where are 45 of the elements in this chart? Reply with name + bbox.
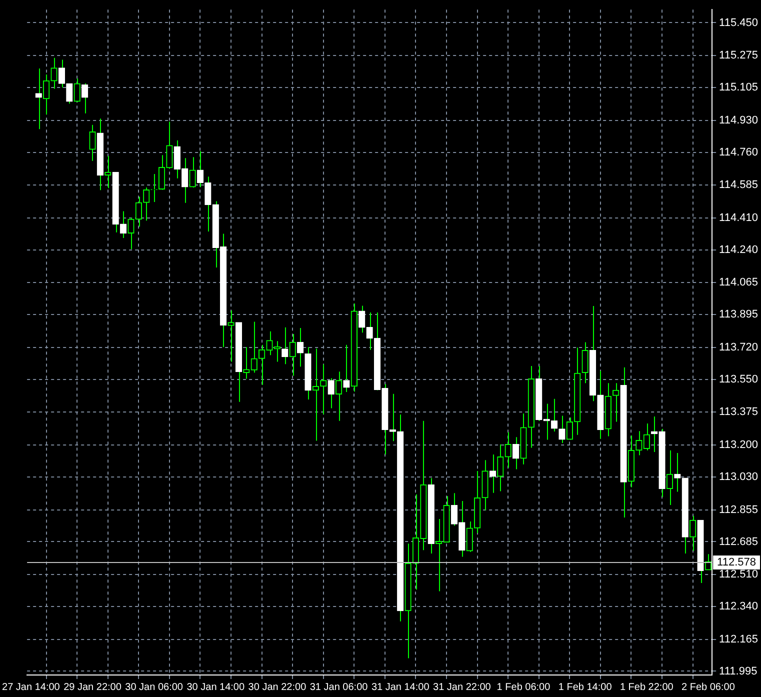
candlestick bbox=[74, 78, 80, 102]
candlestick bbox=[582, 342, 588, 384]
y-tick-label: 113.375 bbox=[719, 406, 758, 418]
y-tick-label: 114.930 bbox=[719, 114, 758, 126]
x-tick-label: 1 Feb 14:00 bbox=[558, 682, 612, 693]
candlestick bbox=[89, 124, 96, 162]
y-tick-label: 113.550 bbox=[719, 373, 758, 386]
y-tick-label: 112.855 bbox=[719, 504, 758, 516]
y-tick-label: 112.340 bbox=[719, 600, 758, 613]
candlestick bbox=[189, 156, 196, 188]
x-tick-label: 30 Jan 06:00 bbox=[125, 682, 184, 693]
y-tick-label: 115.105 bbox=[719, 82, 758, 94]
x-tick-label: 31 Jan 14:00 bbox=[371, 682, 430, 693]
x-tick-label: 1 Feb 06:00 bbox=[496, 682, 551, 693]
candlestick bbox=[335, 371, 342, 422]
y-tick-label: 114.585 bbox=[719, 179, 758, 192]
candlestick bbox=[666, 450, 674, 506]
y-tick-label: 113.895 bbox=[719, 308, 758, 321]
y-tick-label: 115.450 bbox=[719, 16, 758, 29]
x-tick-label: 29 Jan 22:00 bbox=[64, 682, 122, 693]
ref-line-label: 112.578 bbox=[717, 556, 756, 569]
y-tick-label: 112.685 bbox=[719, 536, 758, 548]
y-tick-label: 114.065 bbox=[719, 276, 758, 289]
candlestick bbox=[228, 310, 234, 362]
y-tick-label: 114.240 bbox=[719, 244, 758, 256]
x-tick-label: 30 Jan 22:00 bbox=[248, 682, 307, 693]
candlestick bbox=[466, 520, 473, 552]
x-tick-label: 1 Feb 22:00 bbox=[620, 682, 674, 693]
y-tick-label: 114.410 bbox=[719, 212, 758, 224]
y-tick-label: 112.510 bbox=[719, 568, 758, 581]
y-tick-label: 112.165 bbox=[719, 633, 758, 646]
y-tick-label: 114.760 bbox=[719, 146, 758, 158]
y-tick-label: 111.995 bbox=[719, 665, 758, 678]
y-tick-label: 113.200 bbox=[719, 439, 758, 452]
x-tick-label: 31 Jan 06:00 bbox=[310, 682, 368, 693]
candlestick bbox=[689, 515, 696, 552]
x-tick-label: 27 Jan 14:00 bbox=[2, 682, 60, 693]
candlestick bbox=[289, 333, 296, 376]
candlestick bbox=[612, 382, 620, 422]
x-tick-label: 2 Feb 06:00 bbox=[682, 682, 736, 693]
x-tick-label: 31 Jan 22:00 bbox=[433, 682, 492, 693]
x-tick-label: 30 Jan 14:00 bbox=[186, 682, 245, 693]
y-tick-label: 113.720 bbox=[719, 341, 758, 354]
y-tick-label: 115.275 bbox=[719, 50, 758, 62]
y-tick-label: 113.030 bbox=[719, 471, 758, 484]
